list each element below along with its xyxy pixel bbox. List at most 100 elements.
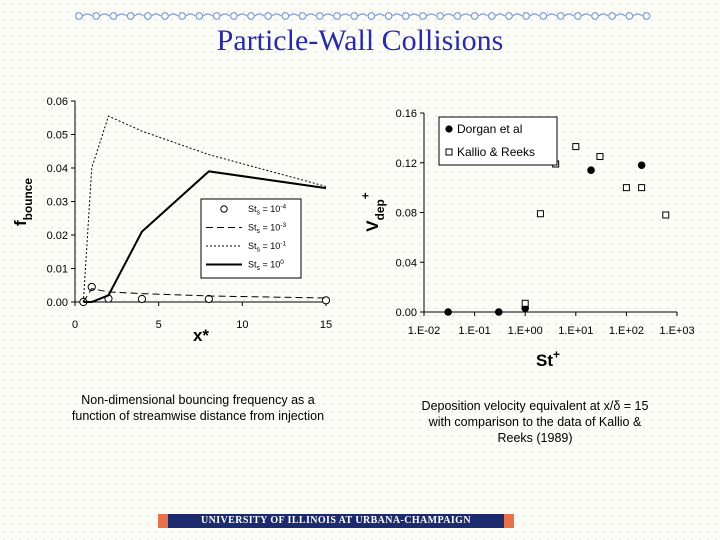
deco-ring-icon	[505, 12, 513, 20]
deco-ring-icon	[92, 12, 101, 20]
deco-ring-icon	[178, 12, 187, 20]
left-caption-line-1: Non-dimensional bouncing frequency as a	[81, 393, 315, 407]
series-4-line	[83, 170, 327, 303]
deco-ring-icon	[625, 12, 634, 20]
x-tick-label: 1.E-02	[408, 325, 440, 337]
y-tick-label: 0.06	[47, 96, 68, 108]
deco-ring-icon	[161, 12, 169, 20]
y-tick-label: 0.02	[47, 230, 68, 242]
deco-ring-icon	[453, 12, 462, 20]
deco-link-icon	[374, 13, 385, 17]
x-tick-label: 10	[236, 319, 248, 331]
deco-link-icon	[151, 13, 162, 17]
deco-ring-icon	[143, 12, 152, 20]
deco-link-icon	[357, 13, 368, 17]
left-caption: Non-dimensional bouncing frequency as a …	[38, 392, 358, 424]
deco-ring-icon	[281, 12, 290, 20]
deco-link-icon	[529, 13, 540, 17]
left-caption-line-2: function of streamwise distance from inj…	[71, 409, 325, 423]
deco-link-icon	[478, 13, 488, 17]
series-2-point	[596, 153, 604, 161]
deco-ring-icon	[264, 12, 273, 20]
deco-ring-icon	[229, 12, 238, 20]
deco-ring-icon	[212, 12, 221, 20]
deco-link-icon	[564, 13, 574, 17]
deco-ring-icon	[195, 12, 204, 20]
legend-label-1: Sts = 10-4	[248, 204, 286, 217]
deco-link-icon	[581, 13, 592, 17]
series-1-point	[204, 294, 213, 304]
deco-link-icon	[254, 13, 265, 17]
deco-link-icon	[82, 13, 93, 17]
y-tick-label: 0.00	[396, 307, 417, 319]
series-2-line	[82, 288, 327, 303]
deco-link-icon	[632, 13, 643, 17]
deposition-velocity-chart: 0.00 0.04 0.08 0.12 0.16 1.E-02 1.E-01 1.E+00 1.…	[359, 108, 695, 370]
deco-link-icon	[202, 13, 213, 17]
deco-link-icon	[443, 13, 454, 17]
deco-ring-icon	[487, 12, 496, 20]
legend-label-3: Sts = 10-1	[248, 241, 286, 254]
deco-ring-icon	[384, 12, 393, 20]
deco-link-icon	[615, 13, 626, 17]
deco-ring-icon	[126, 12, 135, 20]
legend-label-2: Sts = 10-3	[248, 222, 286, 235]
series-2-point	[536, 210, 544, 218]
x-tick-label: 1.E+02	[609, 325, 644, 337]
university-footer: UNIVERSITY OF ILLINOIS AT URBANA-CHAMPAI…	[158, 514, 514, 528]
deco-link-icon	[271, 13, 282, 17]
deco-link-icon	[134, 13, 144, 17]
deco-link-icon	[116, 13, 127, 17]
deco-ring-icon	[367, 12, 376, 20]
deco-link-icon	[512, 13, 523, 17]
right-caption-line-1: Deposition velocity equivalent at x/δ = …	[421, 399, 649, 413]
bounce-frequency-chart: 0.00 0.01 0.02 0.03 0.04 0.05 0.06 0 5 10 15 x* fbou…	[11, 96, 332, 345]
deco-link-icon	[306, 13, 316, 17]
x-tick-label: 1.E+03	[659, 325, 694, 337]
deco-link-icon	[220, 13, 230, 17]
deco-link-icon	[288, 13, 299, 17]
legend-marker-1	[445, 125, 453, 133]
deco-ring-icon	[247, 12, 255, 20]
x-tick-label: 0	[72, 319, 78, 331]
y-axis-label: Vdep+	[359, 192, 387, 231]
deco-link-icon	[323, 13, 334, 17]
deco-ring-icon	[298, 12, 307, 20]
x-tick-label: 1.E+00	[508, 325, 543, 337]
y-tick-label: 0.12	[396, 158, 417, 170]
deco-ring-icon	[539, 12, 548, 20]
series-1-point	[321, 296, 331, 305]
deco-link-icon	[460, 13, 471, 17]
y-tick-label: 0.04	[396, 257, 417, 269]
series-2-point	[521, 299, 529, 307]
y-tick-label: 0.03	[47, 197, 68, 209]
series-1-point	[444, 308, 452, 316]
y-tick-label: 0.16	[396, 108, 417, 120]
deco-link-icon	[546, 13, 557, 17]
deco-ring-icon	[573, 12, 582, 20]
deco-ring-icon	[350, 12, 359, 20]
series-1-point	[587, 166, 595, 175]
legend-label-2: Kallio & Reeks	[457, 145, 535, 159]
x-axis-label: x*	[193, 326, 209, 345]
x-tick-label: 5	[156, 319, 162, 331]
legend-marker-2	[445, 148, 453, 156]
deco-ring-icon	[642, 12, 651, 20]
top-decoration	[75, 12, 651, 20]
right-caption-line-3: Reeks (1989)	[497, 431, 573, 445]
series-1-point	[494, 308, 503, 316]
series-2-point	[662, 211, 670, 219]
y-tick-label: 0.01	[47, 264, 68, 276]
series-2-point	[572, 143, 580, 151]
deco-ring-icon	[556, 12, 565, 20]
legend-label-4: Sts = 100	[248, 259, 284, 272]
deco-ring-icon	[401, 12, 410, 20]
legend-label-1: Dorgan et al	[457, 122, 522, 136]
deco-ring-icon	[470, 12, 479, 20]
deco-link-icon	[340, 13, 351, 17]
deco-ring-icon	[436, 12, 445, 20]
x-axis-label: St+	[536, 347, 560, 370]
right-caption: Deposition velocity equivalent at x/δ = …	[390, 398, 680, 446]
x-tick-label: 1.E-01	[458, 325, 490, 337]
